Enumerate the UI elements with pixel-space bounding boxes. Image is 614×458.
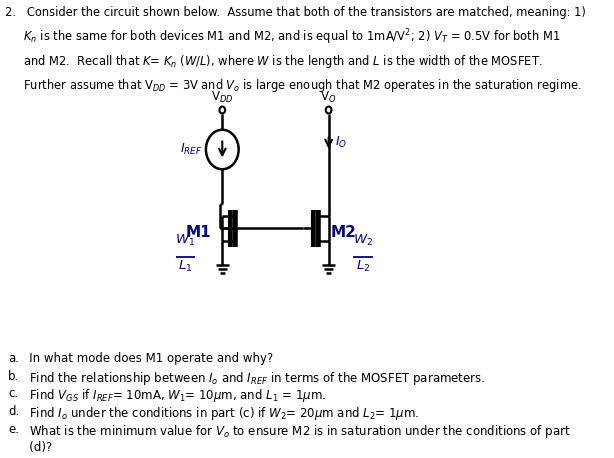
Text: Find $I_o$ under the conditions in part (c) if $W_2$= 20$\mu$m and $L_2$= 1$\mu$: Find $I_o$ under the conditions in part … <box>18 405 419 422</box>
Text: c.: c. <box>8 387 18 400</box>
Text: V$_{DD}$: V$_{DD}$ <box>211 90 233 105</box>
Text: $W_2$: $W_2$ <box>353 233 373 248</box>
Text: V$_O$: V$_O$ <box>321 90 337 105</box>
Text: I$_O$: I$_O$ <box>335 135 348 150</box>
Text: e.: e. <box>8 423 19 436</box>
Text: M2: M2 <box>331 225 357 240</box>
Text: $L_1$: $L_1$ <box>178 259 193 274</box>
Text: What is the minimum value for $V_o$ to ensure M2 is in saturation under the cond: What is the minimum value for $V_o$ to e… <box>18 423 570 440</box>
Text: (d)?: (d)? <box>18 441 52 454</box>
Text: b.: b. <box>8 370 19 383</box>
Text: $W_1$: $W_1$ <box>176 233 195 248</box>
Text: $I_{REF}$: $I_{REF}$ <box>181 142 203 157</box>
Text: $L_2$: $L_2$ <box>356 259 370 274</box>
Text: M1: M1 <box>186 225 212 240</box>
Text: Find the relationship between $I_o$ and $I_{REF}$ in terms of the MOSFET paramet: Find the relationship between $I_o$ and … <box>18 370 485 387</box>
Text: Find $V_{GS}$ if $I_{REF}$= 10mA, $W_1$= 10$\mu$m, and $L_1$ = 1$\mu$m.: Find $V_{GS}$ if $I_{REF}$= 10mA, $W_1$=… <box>18 387 325 404</box>
Text: 2.   Consider the circuit shown below.  Assume that both of the transistors are : 2. Consider the circuit shown below. Ass… <box>6 6 586 94</box>
Text: a.: a. <box>8 352 19 365</box>
Text: In what mode does M1 operate and why?: In what mode does M1 operate and why? <box>18 352 273 365</box>
Text: d.: d. <box>8 405 19 418</box>
